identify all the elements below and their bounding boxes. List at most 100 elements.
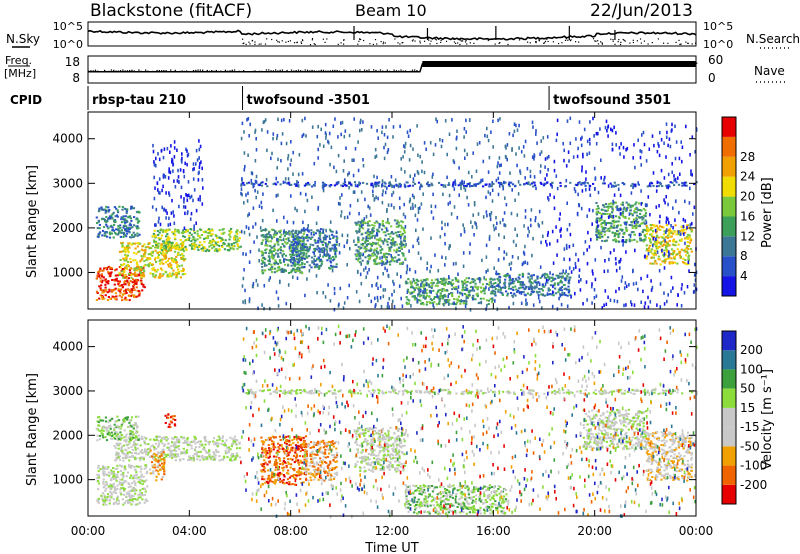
heatmap-cell: [348, 171, 350, 175]
heatmap-cell: [455, 306, 457, 311]
cpid-row: rbsp-tau 210 twofsound -3501 twofsound 350…: [87, 86, 671, 110]
heatmap-cell: [137, 242, 140, 245]
heatmap-cell: [268, 235, 272, 238]
heatmap-cell: [293, 261, 296, 264]
heatmap-cell: [308, 246, 311, 249]
heatmap-cell: [505, 146, 507, 150]
heatmap-cell: [457, 285, 460, 289]
nave-point: [131, 69, 133, 71]
heatmap-cell: [497, 288, 500, 291]
heatmap-cell: [537, 222, 540, 227]
heatmap-cell: [366, 231, 369, 234]
heatmap-cell: [397, 225, 400, 228]
heatmap-cell: [425, 282, 428, 287]
heatmap-cell: [314, 232, 317, 235]
heatmap-cell: [248, 297, 251, 301]
heatmap-cell: [137, 266, 141, 269]
heatmap-cell: [587, 230, 589, 235]
heatmap-cell: [319, 143, 321, 147]
heatmap-cell: [366, 240, 369, 242]
heatmap-cell: [108, 290, 111, 293]
heatmap-cell: [319, 232, 322, 235]
heatmap-cell: [555, 174, 558, 178]
heatmap-cell: [452, 182, 455, 185]
heatmap-cell: [595, 202, 598, 204]
nsearch-point: [507, 43, 509, 46]
heatmap-cell: [341, 120, 344, 125]
heatmap-cell: [615, 230, 619, 232]
heatmap-cell: [617, 216, 621, 219]
heatmap-cell: [181, 252, 184, 255]
heatmap-cell: [595, 228, 598, 231]
heatmap-cell: [163, 247, 166, 250]
heatmap-cell: [328, 255, 331, 258]
heatmap-cell: [413, 295, 416, 297]
heatmap-cell: [540, 139, 542, 143]
nave-point: [325, 70, 327, 72]
heatmap-cell: [237, 239, 240, 242]
heatmap-cell: [104, 286, 107, 289]
heatmap-cell: [357, 241, 360, 244]
heatmap-cell: [636, 221, 640, 223]
heatmap-cell: [607, 227, 610, 230]
heatmap-cell: [601, 230, 604, 233]
nave-point: [256, 71, 258, 73]
heatmap-cell: [329, 257, 332, 260]
heatmap-cell: [501, 292, 504, 295]
heatmap-cell: [452, 181, 455, 184]
heatmap-cell: [317, 156, 319, 160]
heatmap-cell: [284, 263, 287, 266]
heatmap-cell: [280, 233, 283, 236]
heatmap-cell: [406, 303, 409, 306]
heatmap-cell: [575, 265, 577, 269]
heatmap-cell: [167, 265, 171, 268]
heatmap-cell: [663, 261, 666, 264]
heatmap-cell: [276, 249, 279, 252]
heatmap-cell: [611, 215, 614, 218]
heatmap-cell: [196, 238, 199, 241]
heatmap-cell: [510, 211, 513, 216]
heatmap-cell: [419, 185, 422, 188]
heatmap-cell: [397, 224, 400, 227]
heatmap-cell: [247, 117, 250, 121]
heatmap-cell: [288, 259, 291, 262]
heatmap-cell: [478, 141, 481, 145]
heatmap-cell: [625, 209, 628, 212]
heatmap-cell: [466, 287, 468, 292]
heatmap-cell: [287, 154, 290, 158]
heatmap-cell: [124, 221, 127, 224]
heatmap-cell: [109, 298, 112, 300]
heatmap-cell: [412, 147, 414, 151]
heatmap-cell: [490, 280, 492, 285]
nave-point: [322, 69, 325, 72]
heatmap-cell: [140, 279, 143, 282]
heatmap-cell: [419, 183, 423, 186]
heatmap-cell: [638, 209, 641, 211]
heatmap-cell: [114, 298, 117, 300]
heatmap-cell: [613, 299, 616, 303]
heatmap-cell: [340, 214, 342, 218]
heatmap-cell: [366, 224, 370, 227]
heatmap-cell: [364, 221, 367, 224]
heatmap-cell: [333, 248, 336, 251]
heatmap-cell: [138, 250, 141, 253]
heatmap-cell: [629, 206, 632, 209]
heatmap-cell: [524, 209, 527, 213]
heatmap-cell: [382, 224, 385, 227]
heatmap-cell: [530, 285, 534, 288]
heatmap-cell: [667, 217, 669, 222]
heatmap-cell: [198, 244, 201, 247]
heatmap-cell: [465, 294, 468, 297]
heatmap-cell: [292, 220, 295, 225]
heatmap-cell: [461, 292, 464, 297]
heatmap-cell: [668, 232, 671, 235]
nave-point: [373, 69, 375, 71]
nsearch-point: [311, 39, 313, 41]
heatmap-cell: [518, 290, 521, 295]
nsearch-point: [242, 43, 244, 45]
heatmap-cell: [388, 182, 391, 185]
heatmap-cell: [485, 283, 489, 285]
heatmap-cell: [462, 223, 464, 227]
heatmap-cell: [125, 292, 128, 294]
heatmap-cell: [355, 243, 358, 246]
